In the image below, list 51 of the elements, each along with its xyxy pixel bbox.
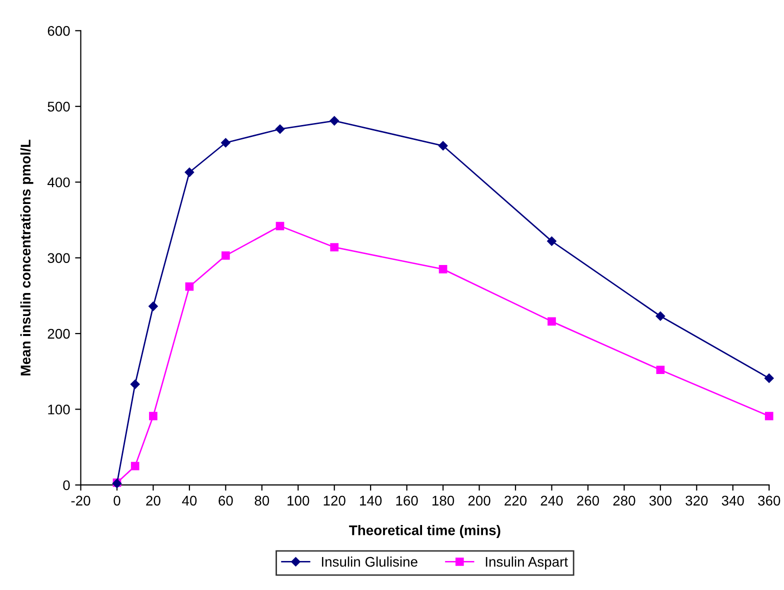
legend-label: Insulin Glulisine — [322, 556, 418, 567]
y-tick-label: 0 — [63, 480, 70, 490]
point — [548, 317, 556, 326]
y-tick-label: 200 — [48, 328, 70, 339]
point — [148, 302, 158, 311]
x-tick-label: 180 — [432, 496, 454, 506]
y-tick-label: 300 — [48, 253, 70, 263]
x-tick-label: 240 — [540, 496, 563, 506]
point — [656, 312, 666, 321]
point — [185, 282, 194, 291]
x-tick-label: 20 — [146, 496, 160, 506]
point — [130, 462, 140, 470]
point — [184, 168, 194, 177]
point — [222, 251, 230, 260]
x-tick-label: 100 — [288, 496, 310, 506]
point — [764, 374, 774, 383]
x-tick-label: 160 — [396, 496, 418, 506]
x-tick-label: 220 — [504, 496, 527, 506]
x-tick-label: 80 — [254, 496, 270, 506]
y-axis-title: Mean insulin concentrations pmol/L — [20, 140, 34, 376]
x-tick-label: 300 — [649, 496, 672, 506]
point — [330, 243, 339, 252]
legend-label: Insulin Aspart — [486, 556, 568, 570]
point — [547, 236, 556, 246]
point — [764, 412, 774, 420]
x-tick-label: 200 — [468, 496, 490, 506]
y-tick-label: 400 — [47, 177, 70, 188]
x-tick-label: 320 — [686, 496, 708, 506]
point — [276, 222, 284, 230]
x-tick-label: 260 — [577, 496, 600, 506]
y-tick-label: 500 — [48, 102, 70, 112]
point — [221, 138, 230, 148]
x-tick-label: 120 — [324, 496, 346, 506]
x-tick-label: 0 — [114, 496, 120, 506]
x-tick-label: 360 — [758, 496, 780, 506]
point — [438, 141, 448, 150]
point — [330, 116, 339, 126]
x-tick-label: -20 — [71, 496, 90, 506]
x-tick-label: 140 — [360, 496, 382, 506]
y-tick-label: 600 — [48, 26, 70, 36]
y-tick-label: 100 — [48, 404, 70, 414]
point — [130, 380, 140, 389]
point — [438, 265, 448, 274]
point — [149, 412, 158, 420]
point — [275, 124, 285, 134]
x-tick-label: 60 — [218, 496, 233, 506]
x-tick-label: 340 — [722, 496, 744, 506]
x-tick-label: 40 — [182, 496, 197, 506]
point — [656, 366, 665, 374]
x-tick-label: 280 — [613, 496, 636, 506]
x-axis-title: Theoretical time (mins) — [349, 525, 500, 538]
